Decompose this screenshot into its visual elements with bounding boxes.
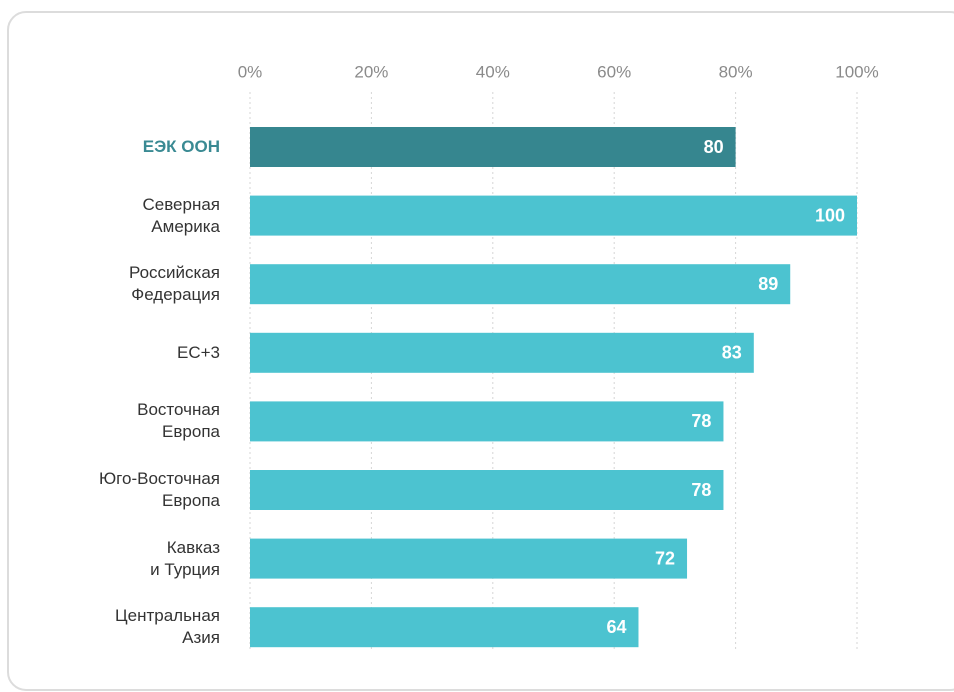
value-label: 89 [758,274,778,294]
x-tick-label: 40% [476,62,510,81]
category-label: Центральная Азия [115,606,220,648]
bar [250,264,791,305]
value-label: 80 [704,137,724,157]
value-label: 72 [655,548,675,568]
value-label: 100 [815,205,845,225]
bar [250,538,688,579]
bar [250,195,857,236]
category-label: Северная Америка [142,194,220,236]
category-label: Юго-Восточная Европа [99,469,220,510]
bar [250,470,724,510]
bar [250,401,724,442]
category-label: Восточная Европа [137,400,220,442]
x-tick-label: 100% [835,62,878,81]
value-label: 83 [722,343,742,363]
bar [250,332,754,373]
value-label: 78 [691,411,711,431]
x-tick-label: 20% [354,62,388,81]
x-tick-label: 60% [597,62,631,81]
bar [250,607,639,648]
x-tick-label: 80% [719,62,753,81]
category-label: ЕЭК ООН [142,137,220,156]
value-label: 64 [606,617,626,637]
category-label: Российская Федерация [128,263,220,305]
value-label: 78 [691,480,711,500]
category-label: Кавказ и Турция [150,537,220,579]
bar [250,127,736,167]
category-label: ЕС+3 [177,342,220,362]
x-tick-label: 0% [238,62,263,81]
